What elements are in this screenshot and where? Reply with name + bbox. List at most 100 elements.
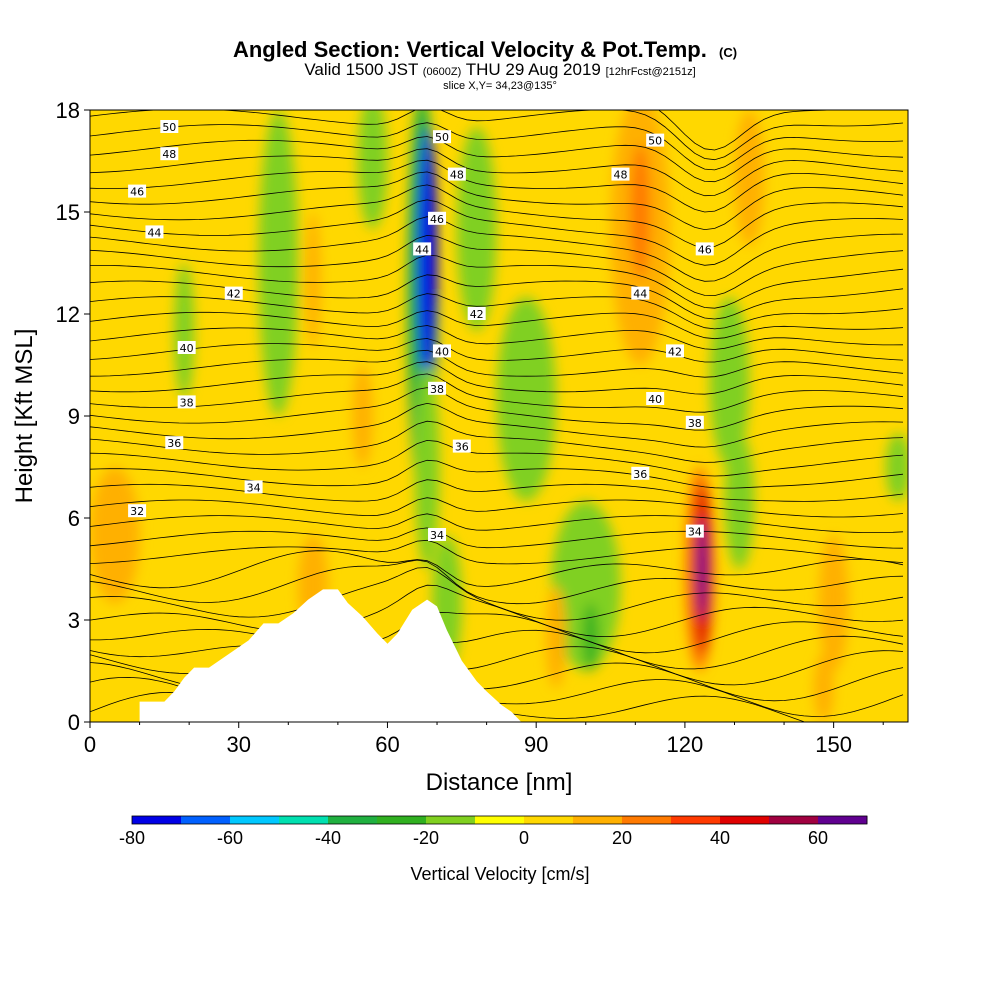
- colorbar-segment: [426, 816, 476, 824]
- velocity-cell-15: [630, 144, 651, 280]
- colorbar-segment: [181, 816, 231, 824]
- svg-text:48: 48: [162, 148, 176, 161]
- svg-text:40: 40: [435, 345, 449, 358]
- theta-label: 40: [432, 344, 451, 358]
- velocity-cell-1: [357, 110, 388, 229]
- velocity-cell-11: [709, 297, 750, 467]
- svg-text:34: 34: [688, 526, 702, 539]
- theta-label: 38: [685, 415, 704, 430]
- svg-text:46: 46: [698, 243, 712, 256]
- velocity-cell-7: [456, 127, 497, 331]
- theta-contour-line: [90, 159, 904, 213]
- svg-text:44: 44: [415, 243, 429, 256]
- svg-text:46: 46: [130, 186, 144, 199]
- svg-text:38: 38: [688, 417, 702, 430]
- theta-label: 34: [244, 480, 263, 494]
- theta-contour-line: [90, 567, 904, 621]
- y-tick-label: 18: [56, 98, 80, 123]
- velocity-cell-24: [697, 518, 708, 620]
- theta-contour-line: [90, 611, 904, 654]
- theta-label: 42: [224, 286, 243, 301]
- theta-label: 46: [128, 184, 147, 199]
- theta-label: 36: [165, 436, 184, 450]
- x-tick-label: 60: [375, 732, 399, 757]
- svg-text:36: 36: [167, 437, 181, 450]
- theta-contour-line: [90, 148, 904, 197]
- theta-label: 32: [128, 504, 147, 518]
- colorbar: -80 -60 -40 -20 0 20 40 60: [119, 815, 868, 848]
- theta-label: 44: [631, 286, 650, 301]
- velocity-cell-9: [551, 501, 621, 671]
- x-axis: 0 30 60 90 120 150: [84, 722, 884, 757]
- theta-contour-line: [90, 373, 904, 413]
- theta-label: 36: [452, 439, 471, 454]
- theta-label: 50: [432, 130, 451, 144]
- velocity-cell-17: [352, 365, 373, 467]
- svg-text:40: 40: [180, 342, 194, 355]
- theta-contour-line: [90, 338, 904, 363]
- theta-contour-line: [90, 402, 904, 448]
- colorbar-segment: [230, 816, 280, 824]
- theta-label: 34: [428, 528, 447, 542]
- x-axis-label: Distance [nm]: [426, 769, 573, 796]
- x-tick-label: 0: [84, 732, 96, 757]
- theta-contour-line: [90, 310, 904, 340]
- colorbar-segment: [573, 816, 623, 824]
- svg-text:36: 36: [633, 468, 647, 481]
- velocity-cell-5: [414, 365, 440, 569]
- y-tick-label: 0: [68, 710, 80, 735]
- potential-temperature-labels: 50 48 46 44 42 40 38 36 34 32 50 48 46 44 42 40 38 36 34 50…: [128, 120, 714, 542]
- theta-contour-line: [90, 122, 904, 171]
- chart-title: Angled Section: Vertical Velocity & Pot.…: [233, 37, 737, 62]
- velocity-cell-8: [496, 297, 557, 501]
- svg-text:34: 34: [247, 481, 261, 494]
- theta-contour-line: [90, 254, 904, 309]
- theta-contour-line: [90, 559, 904, 605]
- theta-contour-line: [90, 459, 904, 489]
- theta-contour-line: [90, 199, 904, 266]
- colorbar-tick-label: -60: [217, 828, 243, 848]
- svg-text:38: 38: [430, 383, 444, 396]
- terrain-mask: [90, 589, 908, 722]
- chart-subtitle: Valid 1500 JST (0600Z) THU 29 Aug 2019 […: [304, 60, 695, 79]
- svg-text:42: 42: [668, 345, 682, 358]
- colorbar-tick-label: 60: [808, 828, 828, 848]
- colorbar-segment: [720, 816, 770, 824]
- theta-label: 44: [413, 242, 432, 256]
- theta-label: 50: [646, 133, 665, 148]
- velocity-cell-10: [583, 603, 599, 671]
- theta-contour-line: [90, 234, 904, 297]
- theta-contour-line: [90, 184, 904, 249]
- x-tick-label: 120: [667, 732, 704, 757]
- svg-text:44: 44: [147, 226, 161, 239]
- velocity-cell-13: [885, 433, 908, 501]
- theta-label: 38: [177, 395, 196, 409]
- svg-text:44: 44: [633, 288, 647, 301]
- svg-text:38: 38: [180, 396, 194, 409]
- x-tick-label: 150: [815, 732, 852, 757]
- theta-label: 40: [646, 392, 665, 406]
- svg-text:48: 48: [450, 169, 464, 182]
- theta-contour-line: [90, 361, 904, 395]
- svg-text:42: 42: [227, 288, 241, 301]
- y-tick-label: 3: [68, 608, 80, 633]
- colorbar-tick-label: 40: [710, 828, 730, 848]
- colorbar-segment: [132, 816, 182, 824]
- theta-label: 38: [428, 381, 447, 396]
- theta-label: 50: [160, 120, 179, 134]
- colorbar-tick-label: -20: [413, 828, 439, 848]
- theta-label: 46: [695, 242, 714, 256]
- theta-contour-line: [90, 550, 904, 589]
- theta-contour-line: [343, 110, 838, 151]
- svg-text:46: 46: [430, 213, 444, 226]
- colorbar-segment: [524, 816, 574, 824]
- theta-label: 48: [447, 167, 466, 182]
- colorbar-tick-label: 0: [519, 828, 529, 848]
- svg-text:34: 34: [430, 529, 444, 542]
- theta-label: 48: [160, 147, 179, 161]
- colorbar-segment: [328, 816, 378, 824]
- colorbar-segment: [279, 816, 329, 824]
- svg-text:50: 50: [435, 131, 449, 144]
- x-tick-label: 90: [524, 732, 548, 757]
